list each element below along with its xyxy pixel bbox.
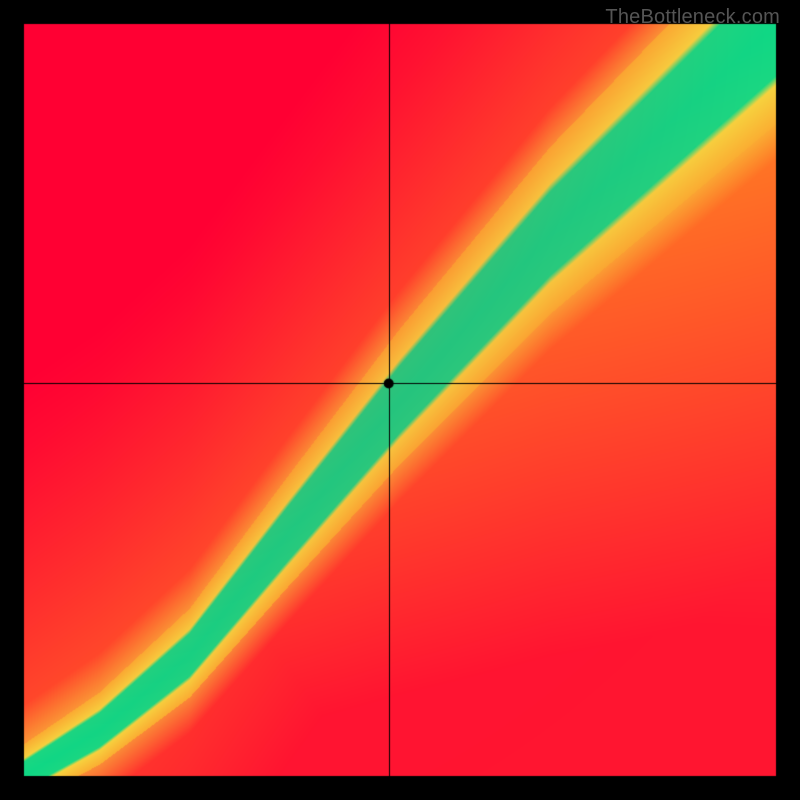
watermark-text: TheBottleneck.com <box>605 6 780 29</box>
chart-container: TheBottleneck.com <box>0 0 800 800</box>
bottleneck-heatmap-canvas <box>0 0 800 800</box>
